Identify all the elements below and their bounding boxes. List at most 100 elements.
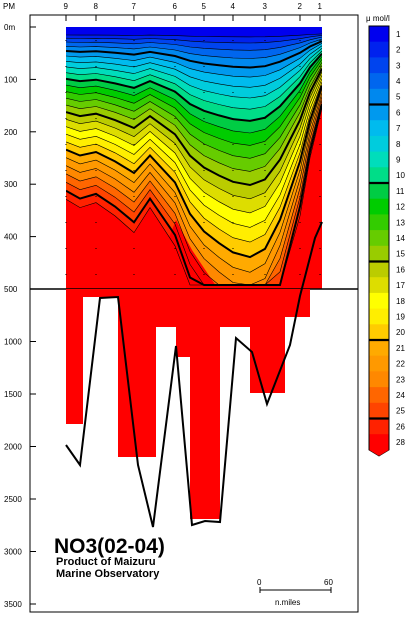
sample-dot	[95, 66, 97, 67]
sample-dot	[65, 196, 67, 197]
sample-dot	[319, 118, 321, 119]
sample-dot	[319, 92, 321, 93]
isoline	[66, 65, 322, 172]
sample-dot	[65, 144, 67, 145]
sample-dot	[299, 92, 301, 93]
sample-dot	[232, 248, 234, 249]
colorbar-label: 26	[396, 422, 405, 431]
sample-dot	[299, 196, 301, 197]
sample-dot	[299, 40, 301, 41]
colorbar-label: 7	[396, 124, 401, 133]
colorbar-label: 21	[396, 344, 405, 353]
colorbar-swatch	[369, 277, 389, 294]
colorbar-label: 22	[396, 360, 405, 369]
isoline	[66, 50, 322, 110]
colorbar-label: 16	[396, 265, 405, 274]
sample-dot	[319, 66, 321, 67]
colorbar-swatch	[369, 387, 389, 404]
sample-dot	[232, 66, 234, 67]
sample-dot	[264, 66, 266, 67]
isoline	[66, 36, 322, 51]
station-label: 6	[173, 2, 178, 11]
chart-subtitle-1: Product of Maizuru	[56, 556, 156, 568]
colorbar-swatch	[369, 292, 389, 310]
sample-dot	[203, 248, 205, 249]
thick-isoline	[66, 85, 322, 259]
station-label: 2	[298, 2, 303, 11]
sample-dot	[319, 170, 321, 171]
colorbar-swatch	[369, 41, 389, 58]
sample-dot	[232, 144, 234, 145]
sample-points	[65, 40, 321, 275]
colorbar-label: 5	[396, 93, 401, 102]
sample-dot	[133, 170, 135, 171]
sample-dot	[95, 40, 97, 41]
isoline	[66, 89, 322, 273]
sample-dot	[232, 222, 234, 223]
sample-dot	[174, 118, 176, 119]
colorbar-label: 6	[396, 108, 401, 117]
isoline	[66, 59, 322, 146]
sample-dot	[264, 248, 266, 249]
colorbar-label: 14	[396, 234, 405, 243]
sample-dot	[203, 40, 205, 41]
deep-block	[176, 297, 190, 357]
colorbar-swatch	[369, 88, 389, 105]
isoline	[66, 62, 322, 159]
sample-dot	[203, 118, 205, 119]
sample-dot	[232, 118, 234, 119]
isoline	[66, 71, 322, 200]
colorbar-label: 28	[396, 438, 405, 447]
top-axis-label: PM	[3, 2, 15, 11]
sample-dot	[95, 92, 97, 93]
depth-tick-label: 400	[4, 233, 18, 242]
colorbar-label: 12	[396, 203, 405, 212]
sample-dot	[65, 118, 67, 119]
sample-dot	[203, 222, 205, 223]
colorbar-label: 8	[396, 140, 401, 149]
colorbar-label: 3	[396, 61, 401, 70]
sample-dot	[174, 274, 176, 275]
colorbar-swatch	[369, 26, 389, 43]
station-label: 9	[64, 2, 69, 11]
depth-tick-label: 2000	[4, 443, 22, 452]
sample-dot	[95, 274, 97, 275]
sample-dot	[174, 170, 176, 171]
sample-dot	[299, 170, 301, 171]
sample-dot	[133, 274, 135, 275]
sample-dot	[133, 118, 135, 119]
colorbar-swatch	[369, 371, 389, 388]
colorbar-swatch	[369, 104, 389, 121]
colorbar-swatch	[369, 261, 389, 278]
isoline	[66, 47, 322, 99]
isoline	[66, 92, 322, 286]
scale-end-label: 60	[324, 578, 333, 587]
deep-block	[190, 297, 220, 519]
colorbar-swatch	[369, 324, 389, 341]
scale-start-label: 0	[257, 578, 262, 587]
isoline	[66, 75, 322, 214]
colorbar: 1234567891011121314151617181920212223242…	[368, 25, 405, 457]
sample-dot	[65, 40, 67, 41]
colorbar-swatch	[369, 167, 389, 184]
sample-dot	[203, 144, 205, 145]
sample-dot	[232, 274, 234, 275]
colorbar-swatch	[369, 230, 389, 247]
isoline	[66, 43, 322, 78]
sample-dot	[203, 92, 205, 93]
sample-dot	[174, 66, 176, 67]
colorbar-swatch	[369, 151, 389, 168]
colorbar-swatch	[369, 135, 389, 153]
depth-tick-label: 1000	[4, 338, 22, 347]
sample-dot	[203, 66, 205, 67]
sample-dot	[95, 248, 97, 249]
contour-band	[66, 27, 322, 37]
sample-dot	[299, 274, 301, 275]
chart-subtitle-2: Marine Observatory	[56, 568, 160, 580]
sample-dot	[95, 118, 97, 119]
sample-dot	[299, 144, 301, 145]
sample-dot	[232, 196, 234, 197]
station-label: 5	[202, 2, 207, 11]
depth-tick-label: 500	[4, 285, 18, 294]
